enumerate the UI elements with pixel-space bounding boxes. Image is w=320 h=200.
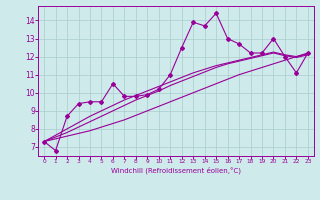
X-axis label: Windchill (Refroidissement éolien,°C): Windchill (Refroidissement éolien,°C) xyxy=(111,167,241,174)
